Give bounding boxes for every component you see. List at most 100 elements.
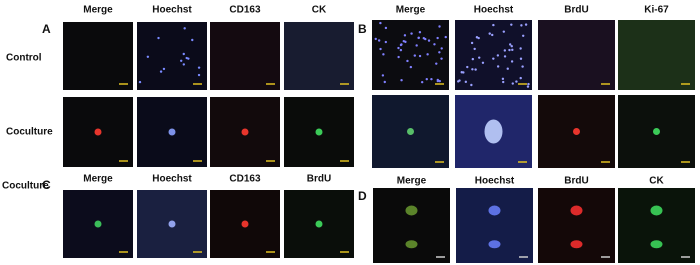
nucleus bbox=[510, 60, 514, 63]
cell bbox=[650, 205, 663, 216]
nucleus bbox=[470, 41, 474, 45]
nucleus bbox=[481, 61, 485, 64]
nucleus bbox=[399, 48, 403, 52]
nucleus bbox=[519, 57, 523, 60]
nucleus bbox=[182, 63, 186, 66]
nucleus bbox=[146, 55, 150, 59]
nucleus bbox=[471, 57, 475, 61]
nucleus bbox=[409, 65, 413, 69]
nucleus bbox=[508, 43, 512, 46]
cell bbox=[650, 240, 663, 249]
cell bbox=[94, 128, 102, 136]
nucleus bbox=[438, 25, 441, 28]
nucleus bbox=[470, 83, 473, 87]
nucleus bbox=[474, 68, 477, 71]
nucleus bbox=[492, 23, 495, 27]
nucleus bbox=[422, 37, 426, 40]
cell bbox=[488, 240, 501, 249]
micrograph bbox=[538, 20, 615, 90]
nucleus bbox=[379, 47, 382, 51]
nucleus bbox=[438, 79, 441, 83]
nucleus bbox=[426, 53, 429, 56]
nucleus bbox=[183, 27, 186, 30]
nucleus bbox=[503, 49, 507, 52]
nucleus bbox=[496, 54, 500, 57]
nucleus bbox=[425, 77, 428, 81]
nucleus bbox=[508, 48, 511, 52]
cell bbox=[405, 205, 418, 216]
cell bbox=[407, 128, 414, 135]
nucleus bbox=[427, 39, 431, 42]
column-header: Merge bbox=[83, 5, 113, 16]
cell bbox=[570, 240, 583, 249]
column-header: Hoechst bbox=[152, 5, 192, 16]
nucleus bbox=[382, 53, 385, 56]
column-header: BrdU bbox=[307, 174, 331, 185]
nucleus bbox=[191, 38, 194, 42]
row-label: Control bbox=[6, 53, 42, 64]
cell bbox=[315, 220, 323, 228]
nucleus bbox=[410, 32, 413, 35]
column-header: CK bbox=[312, 5, 327, 16]
nucleus bbox=[521, 65, 524, 68]
micrograph bbox=[372, 20, 449, 90]
nucleus bbox=[444, 35, 447, 39]
nucleus bbox=[515, 80, 518, 83]
nucleus bbox=[478, 56, 481, 59]
nucleus bbox=[418, 54, 422, 58]
nucleus bbox=[397, 55, 400, 59]
nucleus bbox=[436, 36, 439, 40]
nucleus bbox=[374, 37, 377, 41]
micrograph bbox=[284, 22, 354, 90]
nucleus bbox=[197, 66, 201, 69]
micrograph bbox=[618, 20, 695, 90]
nucleus bbox=[399, 43, 403, 47]
nucleus bbox=[187, 57, 190, 60]
nucleus bbox=[496, 65, 500, 68]
nucleus bbox=[527, 82, 530, 86]
nucleus bbox=[492, 57, 495, 60]
nucleus bbox=[182, 52, 185, 56]
panel-label: A bbox=[42, 22, 51, 36]
nucleus bbox=[397, 46, 400, 50]
nucleus bbox=[464, 80, 468, 84]
panel-label: B bbox=[358, 22, 367, 36]
column-header: Hoechst bbox=[152, 174, 192, 185]
nucleus bbox=[403, 34, 407, 37]
nucleus bbox=[491, 33, 494, 37]
nucleus bbox=[162, 67, 166, 71]
nucleus bbox=[381, 74, 385, 77]
cell bbox=[570, 205, 583, 216]
column-header: Hoechst bbox=[474, 5, 514, 16]
micrograph bbox=[455, 20, 532, 90]
nucleus bbox=[138, 80, 142, 84]
micrograph bbox=[618, 188, 695, 263]
nucleus bbox=[436, 79, 440, 83]
nucleus bbox=[466, 65, 469, 69]
cell bbox=[241, 128, 249, 136]
micrograph bbox=[210, 22, 280, 90]
nucleus bbox=[501, 77, 505, 81]
nucleus bbox=[420, 80, 424, 84]
micrograph bbox=[538, 188, 615, 263]
nucleus bbox=[477, 36, 480, 40]
nucleus bbox=[458, 79, 461, 82]
nucleus bbox=[506, 67, 509, 70]
nucleus bbox=[502, 30, 506, 33]
nucleus bbox=[440, 57, 443, 60]
nucleus bbox=[526, 85, 530, 88]
micrograph bbox=[373, 188, 450, 263]
column-header: BrdU bbox=[564, 176, 588, 187]
nucleus bbox=[520, 24, 523, 27]
nucleus bbox=[435, 62, 438, 65]
nucleus bbox=[384, 40, 388, 44]
panel-label: D bbox=[358, 189, 367, 203]
nucleus bbox=[471, 68, 474, 71]
nucleus bbox=[157, 36, 160, 40]
nucleus bbox=[379, 21, 382, 25]
micrograph bbox=[63, 22, 133, 90]
row-label: Coculture bbox=[6, 127, 53, 138]
nucleus bbox=[433, 43, 436, 46]
column-header: Merge bbox=[396, 5, 426, 16]
